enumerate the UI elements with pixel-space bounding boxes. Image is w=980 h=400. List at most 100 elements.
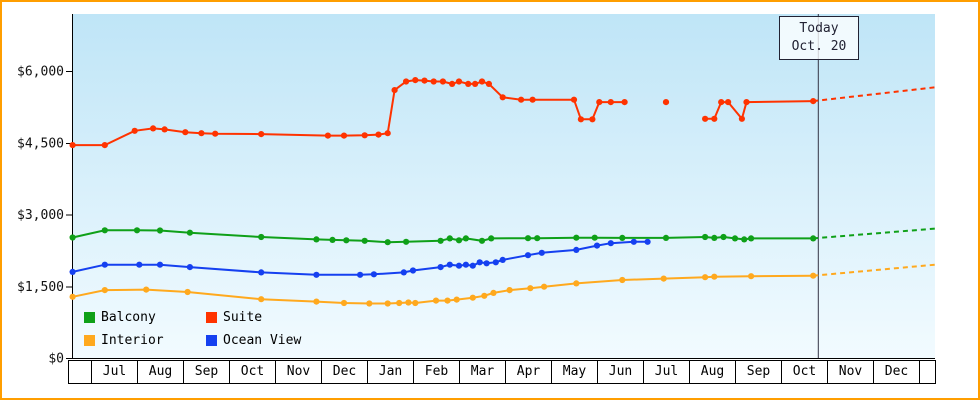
month-cell: Dec — [873, 360, 920, 384]
axis-stub-cell — [919, 360, 936, 384]
data-point — [432, 297, 440, 304]
data-point — [573, 246, 580, 253]
balcony-swatch-icon — [84, 312, 95, 323]
data-point — [702, 115, 709, 122]
data-point — [469, 262, 476, 269]
data-point — [465, 80, 472, 87]
data-point — [538, 249, 545, 256]
data-point — [69, 234, 76, 241]
legend-label: Ocean View — [223, 333, 302, 348]
month-cell: Dec — [321, 360, 368, 384]
data-point — [702, 274, 709, 281]
month-cell: Mar — [459, 360, 506, 384]
month-cell: Sep — [735, 360, 782, 384]
data-point — [313, 236, 320, 243]
data-point — [499, 256, 506, 263]
plot-background — [72, 14, 935, 358]
y-tick-label: $3,000 — [17, 208, 64, 223]
data-point — [375, 131, 382, 138]
data-point — [258, 296, 265, 303]
data-point — [577, 116, 585, 123]
data-point — [541, 283, 548, 290]
month-cell: Apr — [505, 360, 552, 384]
legend-label: Balcony — [101, 310, 156, 325]
data-point — [400, 269, 407, 276]
data-point — [340, 299, 348, 307]
projection-line — [813, 227, 936, 240]
data-point — [518, 96, 525, 103]
data-point — [324, 132, 331, 139]
month-cell: Jul — [643, 360, 690, 384]
y-tick-label: $0 — [48, 352, 64, 367]
data-point — [596, 99, 603, 106]
data-point — [534, 235, 541, 242]
data-point — [702, 233, 709, 241]
interior-swatch-icon — [84, 335, 95, 346]
data-point — [258, 269, 265, 276]
y-tick-label: $6,000 — [17, 65, 64, 80]
data-point — [340, 132, 348, 139]
y-tick-label: $4,500 — [17, 136, 64, 151]
data-point — [524, 235, 532, 242]
data-point — [186, 264, 193, 271]
today-label-line1: Today — [799, 21, 839, 36]
data-point — [607, 240, 614, 247]
series-interior — [69, 263, 936, 307]
data-point — [412, 77, 419, 84]
series-balcony — [69, 227, 936, 246]
data-point — [361, 237, 368, 244]
data-point — [485, 80, 492, 87]
data-point — [619, 276, 626, 284]
legend-item-interior: Interior — [84, 333, 206, 348]
data-point — [630, 238, 637, 245]
data-point — [156, 261, 164, 268]
data-point — [133, 227, 141, 234]
data-point — [720, 233, 727, 241]
data-point — [490, 289, 497, 296]
data-point — [421, 77, 428, 84]
data-point — [660, 275, 667, 282]
suite-swatch-icon — [206, 312, 217, 323]
data-point — [738, 115, 746, 122]
data-point — [370, 271, 377, 278]
data-point — [403, 78, 410, 85]
data-point — [69, 142, 76, 149]
projection-line — [813, 86, 936, 103]
data-point — [711, 234, 718, 241]
series-suite — [69, 77, 936, 149]
data-point — [478, 237, 486, 244]
data-point — [430, 78, 437, 85]
data-point — [591, 234, 598, 241]
data-point — [619, 234, 626, 241]
series-ocean-view — [69, 238, 651, 278]
data-point — [472, 80, 479, 87]
data-point — [101, 287, 108, 294]
data-point — [488, 235, 495, 242]
month-cell: Sep — [183, 360, 230, 384]
data-point — [573, 234, 580, 241]
data-point — [506, 287, 513, 294]
data-point — [492, 259, 499, 266]
chart-legend: Balcony Suite Interior Ocean View — [84, 310, 301, 348]
month-cell: Nov — [827, 360, 874, 384]
data-point — [361, 132, 368, 139]
today-label-line2: Oct. 20 — [791, 39, 847, 54]
data-point — [444, 297, 451, 304]
data-point — [184, 288, 191, 296]
data-point — [357, 271, 364, 278]
data-point — [621, 99, 628, 106]
legend-item-suite: Suite — [206, 310, 301, 325]
data-point — [198, 130, 205, 137]
data-point — [161, 126, 168, 133]
data-point — [437, 237, 444, 244]
data-point — [711, 115, 718, 122]
axis-stub-cell — [68, 360, 92, 384]
data-point — [644, 238, 651, 245]
legend-item-ocean-view: Ocean View — [206, 333, 301, 348]
month-cell: Feb — [413, 360, 460, 384]
month-cell: Jun — [597, 360, 644, 384]
data-point — [481, 292, 488, 299]
month-cell: Aug — [137, 360, 184, 384]
